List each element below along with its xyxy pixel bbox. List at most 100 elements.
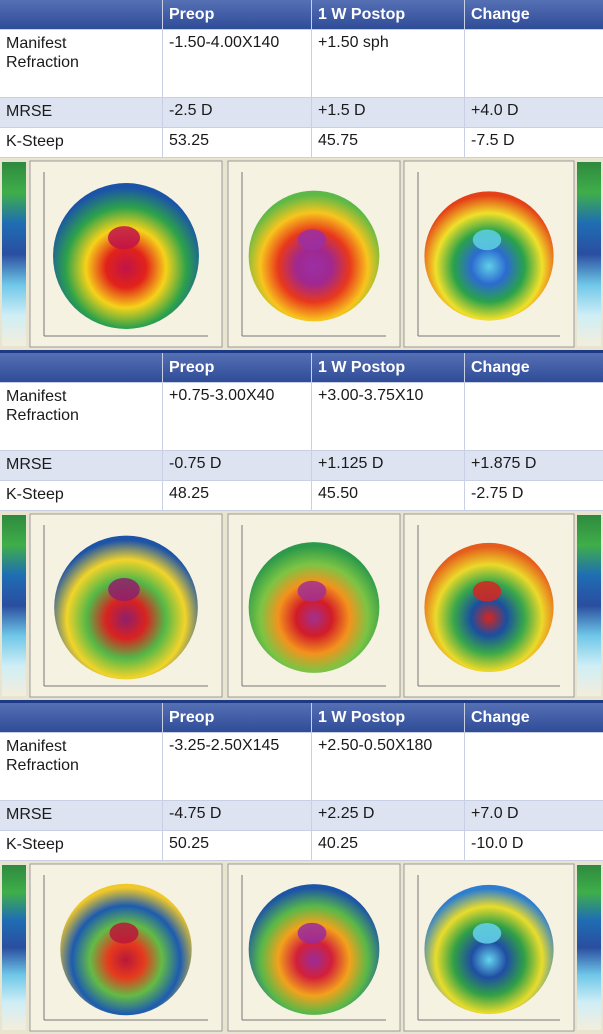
table-cell: 48.25 — [163, 481, 312, 510]
map-feature — [107, 226, 141, 250]
table-cell: -0.75 D — [163, 451, 312, 480]
table-cell: -4.75 D — [163, 801, 312, 830]
color-scale — [577, 515, 601, 696]
topography-maps — [0, 511, 603, 700]
row-label: Manifest Refraction — [6, 738, 79, 774]
map-feature — [109, 922, 139, 944]
row-label-cell: MRSE — [0, 98, 163, 127]
table-cell — [465, 383, 603, 450]
row-label-cell: K-Steep — [0, 128, 163, 157]
row-label-cell: Manifest Refraction — [0, 30, 163, 97]
header-row: Preop 1 W Postop Change — [0, 353, 603, 383]
topography-maps — [0, 861, 603, 1034]
table-row: MRSE -0.75 D +1.125 D +1.875 D — [0, 451, 603, 481]
table-row: K-Steep 48.25 45.50 -2.75 D — [0, 481, 603, 511]
color-scale — [2, 515, 26, 696]
map-feature — [297, 922, 327, 944]
table-row: Manifest Refraction +0.75-3.00X40 +3.00-3.… — [0, 383, 603, 451]
case: Preop 1 W Postop Change Manifest Refraction… — [0, 0, 603, 350]
color-scale — [2, 865, 26, 1030]
table-cell: +1.50 sph — [312, 30, 465, 97]
row-label: K-Steep — [6, 133, 64, 150]
map-feature — [108, 578, 140, 602]
map-feature — [297, 229, 327, 251]
table-cell: -2.75 D — [471, 485, 524, 502]
cornea-map — [248, 542, 380, 673]
topography-maps — [0, 158, 603, 350]
case: Preop 1 W Postop Change Manifest Refraction… — [0, 700, 603, 1034]
header-cell — [0, 703, 163, 732]
header-row: Preop 1 W Postop Change — [0, 703, 603, 733]
header-cell: Preop — [163, 353, 312, 382]
table-cell: +3.00-3.75X10 — [312, 383, 465, 450]
case: Preop 1 W Postop Change Manifest Refraction… — [0, 350, 603, 700]
table-cell: 40.25 — [312, 831, 465, 860]
header-cell: 1 W Postop — [312, 0, 465, 29]
table-cell: +1.125 D — [312, 451, 465, 480]
table-cell: 45.50 — [312, 481, 465, 510]
header-cell: 1 W Postop — [312, 703, 465, 732]
table-cell: 45.75 — [312, 128, 465, 157]
row-label-cell: K-Steep — [0, 831, 163, 860]
header-cell — [0, 0, 163, 29]
map-feature — [297, 580, 327, 602]
header-row: Preop 1 W Postop Change — [0, 0, 603, 30]
table-cell: +2.50-0.50X180 — [312, 733, 465, 800]
row-label-cell: MRSE — [0, 801, 163, 830]
table-cell: +1.5 D — [312, 98, 465, 127]
table-cell: -10.0 D — [471, 835, 524, 852]
table-cell: +2.25 D — [312, 801, 465, 830]
table-row: Manifest Refraction -1.50-4.00X140 +1.50 s… — [0, 30, 603, 98]
map-feature — [472, 581, 502, 602]
table-cell: +1.875 D — [471, 455, 537, 472]
header-cell: Change — [471, 709, 530, 726]
table-row: K-Steep 50.25 40.25 -10.0 D — [0, 831, 603, 861]
cornea-map — [424, 191, 554, 321]
row-label-cell: K-Steep — [0, 481, 163, 510]
table-cell: -1.50-4.00X140 — [163, 30, 312, 97]
header-cell: Change — [471, 6, 530, 23]
cornea-map — [54, 535, 198, 680]
table-row: MRSE -2.5 D +1.5 D +4.0 D — [0, 98, 603, 128]
table-cell: -3.25-2.50X145 — [163, 733, 312, 800]
row-label: MRSE — [6, 103, 53, 120]
table-cell: 53.25 — [163, 128, 312, 157]
row-label: Manifest Refraction — [6, 388, 79, 424]
map-feature — [472, 923, 502, 944]
table-row: K-Steep 53.25 45.75 -7.5 D — [0, 128, 603, 158]
color-scale — [577, 162, 601, 346]
table-cell: +4.0 D — [471, 102, 519, 119]
row-label: MRSE — [6, 456, 53, 473]
cornea-map — [60, 883, 192, 1016]
table-cell — [465, 733, 603, 800]
header-cell: Preop — [163, 703, 312, 732]
cornea-map — [53, 183, 199, 329]
cornea-map — [424, 884, 554, 1015]
header-cell — [0, 353, 163, 382]
row-label: MRSE — [6, 806, 53, 823]
table-cell: +0.75-3.00X40 — [163, 383, 312, 450]
row-label: Manifest Refraction — [6, 35, 79, 71]
table-cell: +7.0 D — [471, 805, 519, 822]
table-row: Manifest Refraction -3.25-2.50X145 +2.50-0… — [0, 733, 603, 801]
table-cell: -2.5 D — [163, 98, 312, 127]
table-cell: 50.25 — [163, 831, 312, 860]
row-label-cell: MRSE — [0, 451, 163, 480]
table-row: MRSE -4.75 D +2.25 D +7.0 D — [0, 801, 603, 831]
header-cell: 1 W Postop — [312, 353, 465, 382]
row-label: K-Steep — [6, 836, 64, 853]
header-cell: Change — [471, 359, 530, 376]
cornea-map — [424, 542, 554, 673]
color-scale — [2, 162, 26, 346]
row-label-cell: Manifest Refraction — [0, 733, 163, 800]
table-cell: -7.5 D — [471, 132, 515, 149]
header-cell: Preop — [163, 0, 312, 29]
table-cell — [465, 30, 603, 97]
cornea-map — [248, 190, 380, 322]
cornea-map — [248, 884, 380, 1015]
map-feature — [472, 229, 502, 251]
row-label-cell: Manifest Refraction — [0, 383, 163, 450]
color-scale — [577, 865, 601, 1030]
row-label: K-Steep — [6, 486, 64, 503]
